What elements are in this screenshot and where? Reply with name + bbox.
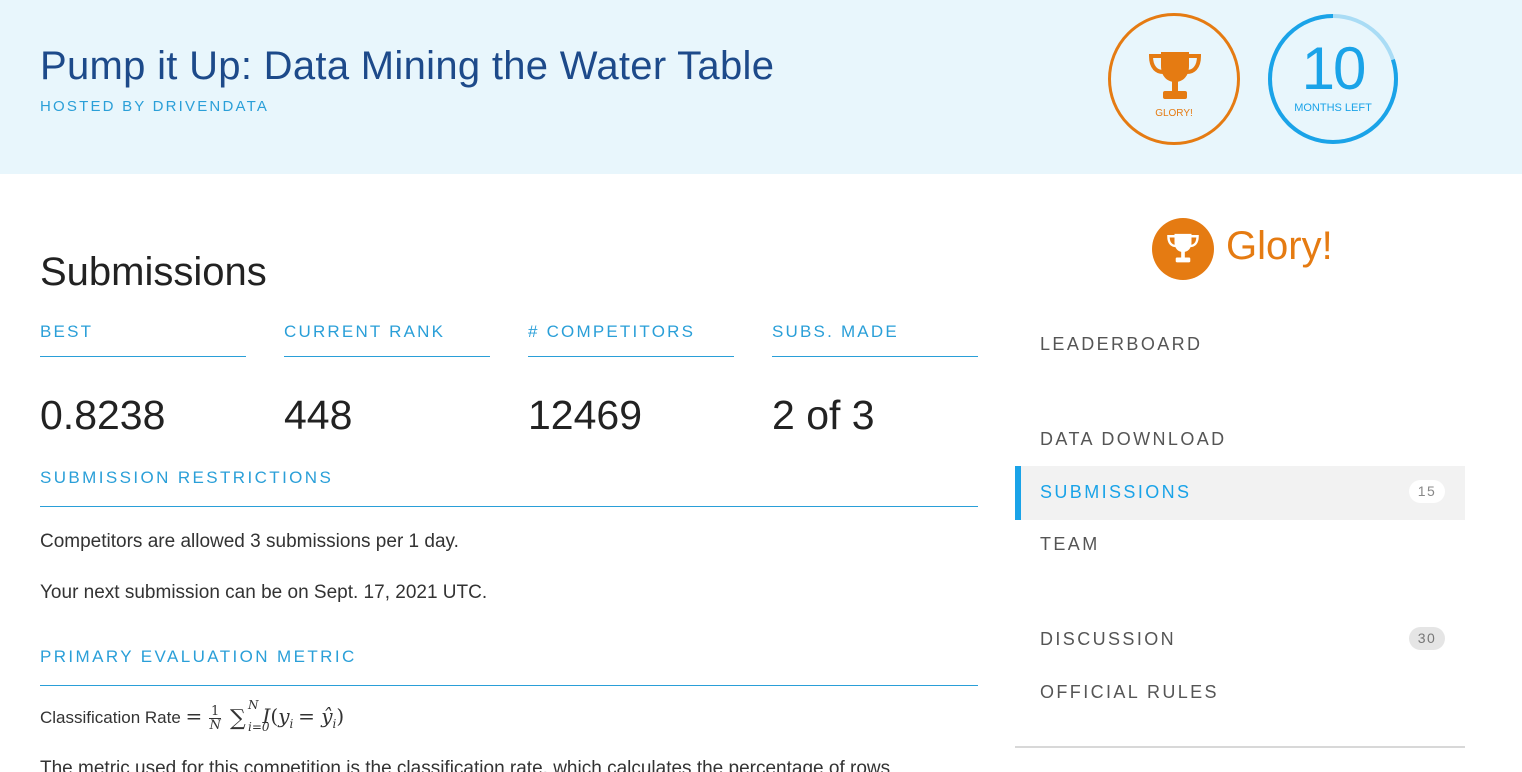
hosted-by: HOSTED BY DRIVENDATA bbox=[40, 98, 270, 115]
next-submission-text: Your next submission can be on Sept. 17,… bbox=[40, 582, 488, 603]
months-left-label: MONTHS LEFT bbox=[1294, 102, 1372, 114]
nav-label: OFFICIAL RULES bbox=[1040, 682, 1219, 702]
nav-data-download[interactable]: DATA DOWNLOAD bbox=[1015, 413, 1465, 467]
prize-badge: GLORY! bbox=[1108, 13, 1240, 145]
nav-label: SUBMISSIONS bbox=[1040, 482, 1192, 502]
submissions-count-badge: 15 bbox=[1409, 480, 1445, 503]
stat-best: BEST 0.8238 bbox=[40, 322, 246, 438]
stat-divider bbox=[284, 356, 490, 357]
prize-badge-label: GLORY! bbox=[1155, 108, 1193, 119]
nav-label: DATA DOWNLOAD bbox=[1040, 429, 1227, 449]
stat-label: # COMPETITORS bbox=[528, 322, 696, 341]
metric-description: The metric used for this competition is … bbox=[40, 758, 891, 772]
nav-discussion[interactable]: DISCUSSION 30 bbox=[1015, 613, 1465, 667]
stat-value: 448 bbox=[284, 392, 353, 438]
nav-submissions[interactable]: SUBMISSIONS 15 bbox=[1015, 466, 1465, 520]
stat-value: 2 of 3 bbox=[772, 392, 875, 438]
nav-official-rules[interactable]: OFFICIAL RULES bbox=[1015, 666, 1465, 720]
stat-competitors: # COMPETITORS 12469 bbox=[528, 322, 734, 438]
stat-label: SUBS. MADE bbox=[772, 322, 899, 341]
nav-label: LEADERBOARD bbox=[1040, 334, 1203, 354]
stat-label: BEST bbox=[40, 322, 94, 341]
nav-leaderboard[interactable]: LEADERBOARD bbox=[1015, 318, 1465, 372]
discussion-count-badge: 30 bbox=[1409, 627, 1445, 650]
nav-team[interactable]: TEAM bbox=[1015, 518, 1465, 572]
submission-restrictions-heading: SUBMISSION RESTRICTIONS bbox=[40, 468, 978, 507]
nav-label: TEAM bbox=[1040, 534, 1100, 554]
trophy-icon bbox=[1148, 52, 1202, 99]
time-remaining-badge: 10 MONTHS LEFT bbox=[1267, 13, 1399, 145]
time-remaining-ring bbox=[1268, 14, 1398, 144]
evaluation-metric-heading: PRIMARY EVALUATION METRIC bbox=[40, 647, 978, 686]
submission-allowance-text: Competitors are allowed 3 submissions pe… bbox=[40, 531, 459, 552]
stat-subs-made: SUBS. MADE 2 of 3 bbox=[772, 322, 978, 438]
prize-trophy-badge bbox=[1152, 218, 1214, 280]
page-title: Submissions bbox=[40, 250, 267, 294]
nav-label: DISCUSSION bbox=[1040, 629, 1177, 649]
stat-label: CURRENT RANK bbox=[284, 322, 446, 341]
sidebar-divider bbox=[1015, 746, 1465, 748]
stat-divider bbox=[772, 356, 978, 357]
months-left-number: 10 bbox=[1301, 35, 1367, 102]
stat-current-rank: CURRENT RANK 448 bbox=[284, 322, 490, 438]
stat-value: 12469 bbox=[528, 392, 643, 438]
stat-value: 0.8238 bbox=[40, 392, 166, 438]
trophy-icon bbox=[1167, 233, 1199, 263]
metric-name: Classification Rate bbox=[40, 708, 181, 727]
stat-divider bbox=[528, 356, 734, 357]
competition-header: Pump it Up: Data Mining the Water Table … bbox=[0, 0, 1522, 174]
competition-title: Pump it Up: Data Mining the Water Table bbox=[40, 44, 775, 88]
prize-text: Glory! bbox=[1226, 224, 1333, 268]
stat-divider bbox=[40, 356, 246, 357]
